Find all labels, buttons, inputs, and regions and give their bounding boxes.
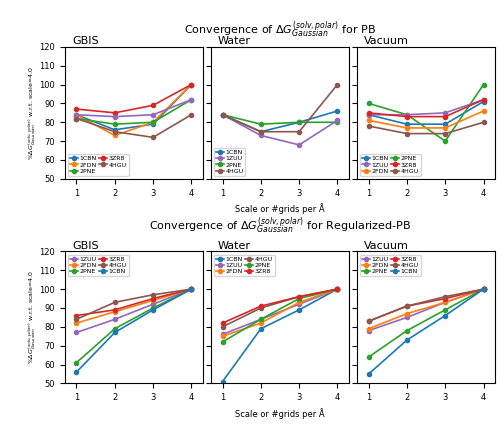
Legend: 1ZUU, 2FDN, 2PNE, 3ZR8, 4HGU, 1CBN: 1ZUU, 2FDN, 2PNE, 3ZR8, 4HGU, 1CBN <box>360 255 420 276</box>
Text: Water: Water <box>218 36 251 46</box>
Legend: 1CBN, 1ZUU, 2PNE, 4HGU: 1CBN, 1ZUU, 2PNE, 4HGU <box>214 148 246 176</box>
Text: Vacuum: Vacuum <box>364 241 409 250</box>
X-axis label: Scale or #grids per Å: Scale or #grids per Å <box>235 408 325 419</box>
Legend: 1CBN, 1ZUU, 2FDN, 2PNE, 3ZR8, 4HGU: 1CBN, 1ZUU, 2FDN, 2PNE, 3ZR8, 4HGU <box>360 154 420 176</box>
X-axis label: Scale or #grids per Å: Scale or #grids per Å <box>235 203 325 214</box>
Text: Convergence of $\Delta G_{Gaussian}^{(solv,polar)}$ for PB: Convergence of $\Delta G_{Gaussian}^{(so… <box>184 19 376 40</box>
Y-axis label: %$\Delta G_{Gaussian}^{(solv,polar)}$ w.r.t. scale=4.0: %$\Delta G_{Gaussian}^{(solv,polar)}$ w.… <box>26 66 38 160</box>
Text: Vacuum: Vacuum <box>364 36 409 46</box>
Text: Water: Water <box>218 241 251 250</box>
Y-axis label: %$\Delta G_{Gaussian}^{(solv,polar)}$ w.r.t. scale=4.0: %$\Delta G_{Gaussian}^{(solv,polar)}$ w.… <box>26 271 38 364</box>
Text: GBIS: GBIS <box>72 241 99 250</box>
Text: GBIS: GBIS <box>72 36 99 46</box>
Legend: 1ZUU, 2FDN, 2PNE, 3ZR8, 4HGU, 1CBN: 1ZUU, 2FDN, 2PNE, 3ZR8, 4HGU, 1CBN <box>68 255 128 276</box>
Text: Convergence of $\Delta G_{Gaussian}^{(solv,polar)}$ for Regularized-PB: Convergence of $\Delta G_{Gaussian}^{(so… <box>149 215 411 236</box>
Legend: 1CBN, 2FDN, 2PNE, 3ZR8, 4HGU: 1CBN, 2FDN, 2PNE, 3ZR8, 4HGU <box>68 154 128 176</box>
Legend: 1CBN, 1ZUU, 2FDN, 4HGU, 2PNE, 3ZR8: 1CBN, 1ZUU, 2FDN, 4HGU, 2PNE, 3ZR8 <box>214 255 274 276</box>
